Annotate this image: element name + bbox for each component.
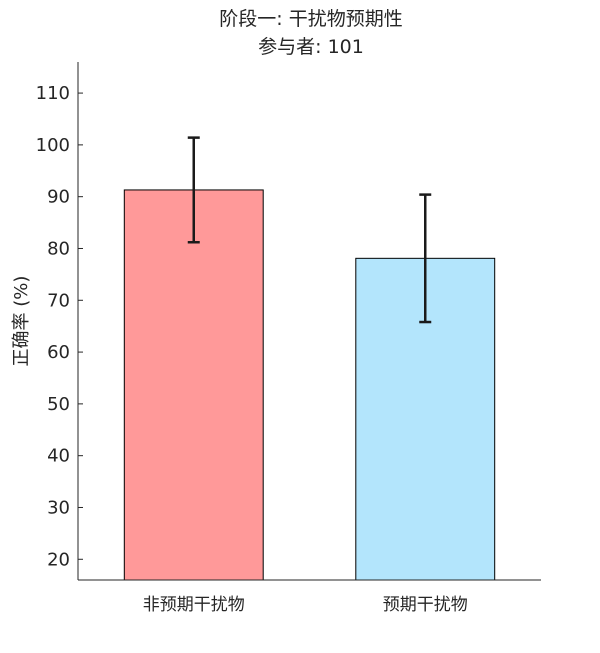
y-axis-label: 正确率 (%) bbox=[11, 276, 32, 367]
y-tick-label-30: 30 bbox=[47, 497, 70, 518]
chart-subtitle: 参与者: 101 bbox=[258, 36, 364, 58]
x-tick-label-1: 非预期干扰物 bbox=[143, 595, 245, 615]
y-tick-label-100: 100 bbox=[36, 135, 70, 156]
y-tick-label-90: 90 bbox=[47, 187, 70, 208]
y-tick-label-110: 110 bbox=[36, 83, 70, 104]
chart-title: 阶段一: 干扰物预期性 bbox=[219, 8, 402, 30]
y-tick-label-60: 60 bbox=[47, 342, 70, 363]
error-bars-group bbox=[187, 136, 432, 324]
y-tick-label-70: 70 bbox=[47, 290, 70, 311]
y-axis: 20 30 40 50 60 70 80 90 100 110 bbox=[36, 62, 83, 580]
y-tick-label-80: 80 bbox=[47, 238, 70, 259]
bar-1 bbox=[123, 189, 264, 581]
y-tick-label-50: 50 bbox=[47, 394, 70, 415]
y-tick-label-40: 40 bbox=[47, 446, 70, 467]
bars-group bbox=[123, 189, 496, 581]
y-tick-label-20: 20 bbox=[47, 549, 70, 570]
x-tick-label-2: 预期干扰物 bbox=[383, 595, 468, 615]
x-axis: 非预期干扰物 预期干扰物 bbox=[78, 579, 541, 615]
